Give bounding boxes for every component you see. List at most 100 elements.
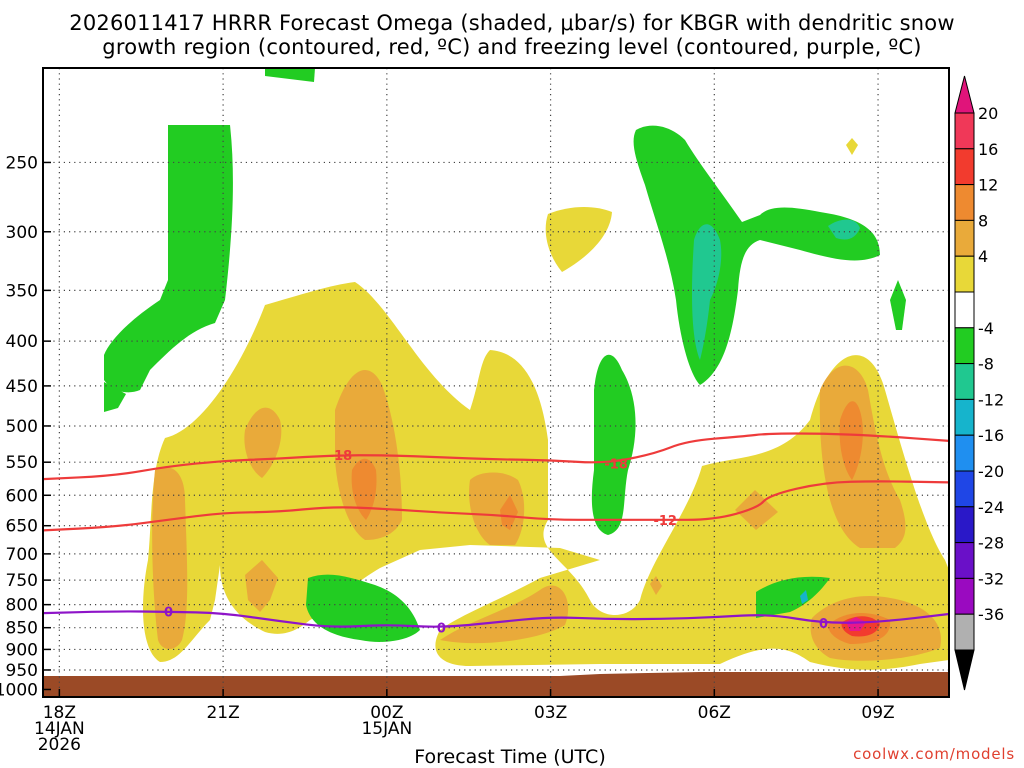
colorbar-label: -32 [978, 569, 1004, 588]
contour-line-2 [43, 610, 949, 628]
plot-frame [42, 67, 950, 698]
contour-line-1 [43, 480, 949, 532]
time-tick-label: 14JAN [34, 719, 85, 739]
omega-fill-green-top-sliver [265, 68, 315, 82]
omega-fill-orange-3 [245, 560, 278, 612]
pressure-tick-label: 350 [6, 281, 38, 301]
omega-fill-orange-8 [819, 365, 906, 548]
chart-title-line-2: growth region (contoured, red, ºC) and f… [102, 35, 921, 59]
colorbar-label: -4 [978, 319, 994, 338]
omega-fill-orange-1 [152, 467, 188, 649]
colorbar-label: -8 [978, 355, 994, 374]
omega-fill-teal-2 [828, 219, 860, 240]
omega-fill-magenta-max [846, 617, 866, 631]
colorbar-bin [954, 327, 975, 365]
colorbar-label: -28 [978, 534, 1004, 553]
omega-fill-green-tongue [104, 382, 126, 412]
colorbar-label: -12 [978, 390, 1004, 409]
ground-terrain [43, 672, 949, 697]
colorbar-bin [954, 506, 975, 544]
pressure-tick-label: 1000 [0, 680, 38, 700]
time-tick-label: 18Z [43, 703, 76, 723]
omega-fill-cyan-dot [800, 590, 808, 604]
colorbar-bin [954, 398, 975, 436]
colorbar-label: 8 [978, 211, 988, 230]
colorbar-bin [954, 291, 975, 329]
time-grid [58, 68, 879, 697]
colorbar-label: 4 [978, 247, 988, 266]
contour-lines: -18 -18 -12 0 0 0 [43, 432, 949, 637]
pressure-tick-label: 900 [6, 640, 38, 660]
pressure-axis: 2503003504004505005506006507007508008509… [0, 153, 51, 700]
time-tick-label: 06Z [698, 703, 731, 723]
colorbar-bin [954, 577, 975, 615]
contour-label: 0 [164, 606, 173, 621]
contour-label: 0 [819, 617, 828, 632]
colorbar-label: 20 [978, 104, 998, 123]
omega-fill-orange-6 [440, 585, 569, 644]
time-tick-label: 03Z [534, 703, 567, 723]
colorbar-label: -20 [978, 462, 1004, 481]
pressure-tick-label: 850 [6, 619, 38, 639]
pressure-grid [43, 161, 949, 671]
colorbar-bin [954, 148, 975, 186]
colorbar-label: -16 [978, 426, 1004, 445]
pressure-tick-label: 300 [6, 223, 38, 243]
pressure-tick-label: 800 [6, 596, 38, 616]
colorbar-bin [954, 255, 975, 293]
omega-fill-deep-orange-3 [839, 401, 863, 480]
pressure-tick-label: 950 [6, 661, 38, 681]
colorbar-bin [954, 470, 975, 508]
colorbar-bin [954, 434, 975, 472]
pressure-tick-label: 700 [6, 545, 38, 565]
time-tick-label: 2026 [38, 735, 81, 755]
source-credit: coolwx.com/models [853, 745, 1015, 763]
colorbar-bottom-arrow [954, 649, 975, 691]
contour-label: -12 [653, 514, 677, 529]
omega-fill-teal-1 [692, 224, 722, 360]
contour-label: -18 [329, 449, 353, 464]
contour-label: 0 [437, 622, 446, 637]
omega-fill-yellow-upper [545, 206, 612, 272]
omega-fill-deep-orange-2 [500, 495, 518, 530]
x-axis-title: Forecast Time (UTC) [414, 746, 605, 768]
colorbar-label: 16 [978, 140, 998, 159]
pressure-tick-label: 750 [6, 571, 38, 591]
colorbar-bin [954, 184, 975, 221]
pressure-tick-label: 400 [6, 332, 38, 352]
omega-fill-green-upper-left [104, 125, 233, 393]
colorbar-bin [954, 112, 975, 150]
omega-fill-deep-orange-1 [351, 458, 377, 520]
colorbar-bin [954, 363, 975, 400]
colorbar-label: -36 [978, 605, 1004, 624]
pressure-tick-label: 550 [6, 453, 38, 473]
omega-fill-yellow-dot [846, 138, 858, 155]
omega-fill-orange-10 [650, 576, 662, 595]
chart-title-line-1: 2026011417 HRRR Forecast Omega (shaded, … [69, 11, 954, 35]
omega-shading [104, 68, 949, 670]
pressure-tick-label: 500 [6, 417, 38, 437]
colorbar-label: 12 [978, 176, 998, 195]
omega-fill-green-small-right [890, 280, 906, 330]
contour-label: -18 [604, 458, 628, 473]
colorbar-top-arrow [954, 75, 975, 114]
pressure-tick-label: 450 [6, 377, 38, 397]
omega-fill-orange-7 [735, 490, 778, 530]
omega-fill-yellow-left [143, 282, 949, 670]
colorbar-bin [954, 219, 975, 257]
pressure-tick-label: 250 [6, 153, 38, 173]
colorbar-label: -24 [978, 498, 1004, 517]
pressure-tick-label: 650 [6, 517, 38, 537]
time-tick-label: 21Z [206, 703, 239, 723]
omega-fill-green-mid-column [591, 354, 636, 535]
time-tick-label: 00Z [370, 703, 403, 723]
contour-line-0 [43, 432, 949, 481]
pressure-tick-label: 600 [6, 486, 38, 506]
colorbar: 20 16 12 8 4 -4 -8 -12 -16 -20 -24 -28 -32 -36 [954, 75, 1004, 691]
time-tick-label: 09Z [861, 703, 894, 723]
colorbar-bin [954, 613, 975, 651]
omega-fill-green-low-2 [756, 576, 830, 618]
time-tick-label: 15JAN [361, 719, 412, 739]
